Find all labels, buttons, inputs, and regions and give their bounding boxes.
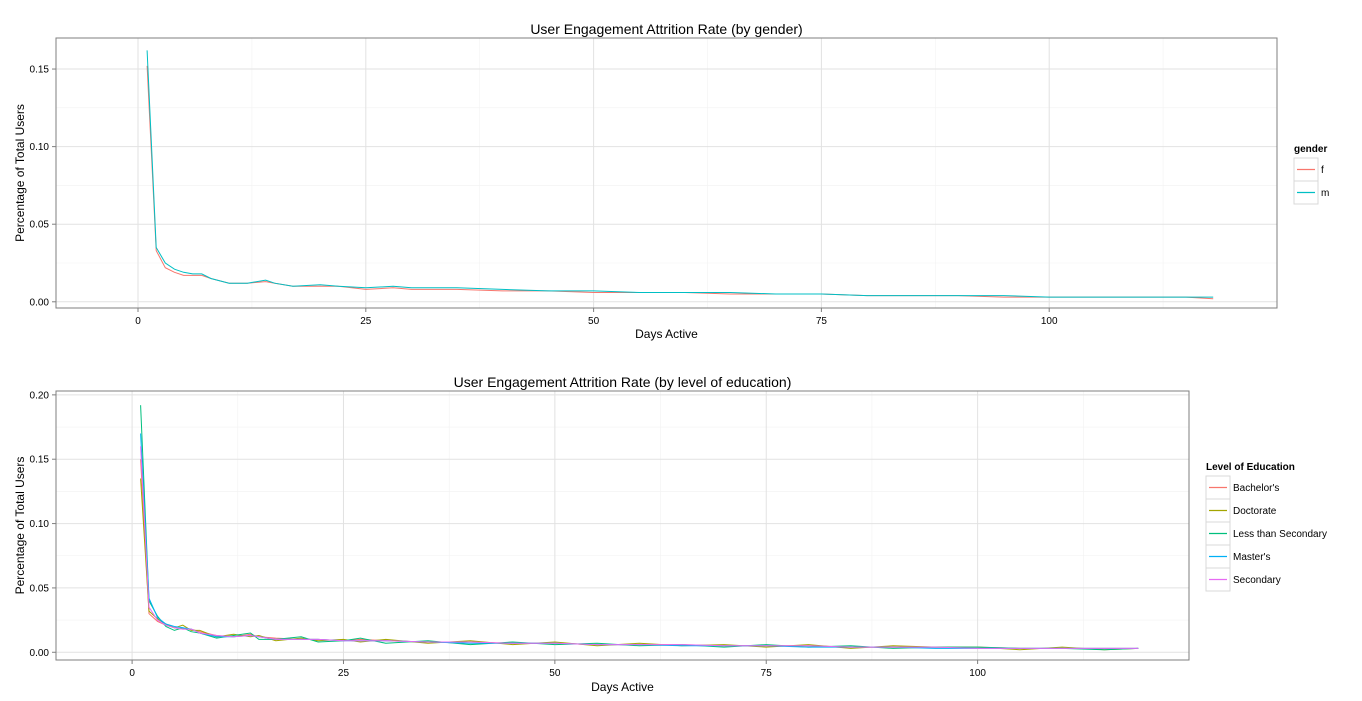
y-tick-label: 0.15 [30, 455, 50, 466]
plot-border [55, 390, 1190, 661]
x-tick-label: 50 [588, 316, 600, 327]
legend-label: Secondary [1233, 575, 1281, 586]
x-tick-label: 100 [1041, 316, 1058, 327]
x-tick-label: 0 [135, 316, 141, 327]
y-axis-title: Percentage of Total Users [13, 457, 27, 595]
legend-title: Level of Education [1206, 462, 1295, 473]
y-tick-label: 0.05 [30, 220, 50, 231]
chart-title: User Engagement Attrition Rate (by level… [454, 374, 792, 390]
legend-label: Bachelor's [1233, 483, 1279, 494]
x-tick-label: 25 [338, 668, 350, 679]
series-line-2 [146, 50, 1214, 298]
series-line-5 [140, 446, 1139, 649]
legend-title: gender [1294, 144, 1327, 155]
x-axis-title: Days Active [635, 327, 698, 341]
x-tick-label: 0 [129, 668, 135, 679]
plot-background [56, 38, 1277, 308]
x-tick-label: 25 [360, 316, 372, 327]
legend-label: f [1321, 165, 1324, 176]
chart-panel-1: 0 25 50 75 100 0.00 0.05 0.10 0.15 User Engagemen… [13, 21, 1329, 341]
chart-panel-2: 0 25 50 75 100 0.00 0.05 0.10 0.15 0.20 User Engag… [13, 374, 1327, 694]
plot-background [56, 391, 1189, 660]
legend-label: m [1321, 188, 1329, 199]
y-tick-label: 0.10 [30, 519, 50, 530]
y-tick-label: 0.00 [30, 297, 50, 308]
y-tick-label: 0.10 [30, 142, 50, 153]
y-tick-label: 0.00 [30, 648, 50, 659]
series-line-3 [140, 405, 1139, 651]
y-tick-label: 0.15 [30, 65, 50, 76]
x-axis-title: Days Active [591, 680, 654, 694]
y-axis-title: Percentage of Total Users [13, 104, 27, 242]
x-tick-label: 75 [816, 316, 828, 327]
x-tick-label: 100 [969, 668, 986, 679]
legend-label: Less than Secondary [1233, 529, 1327, 540]
legend-label: Doctorate [1233, 506, 1277, 517]
x-tick-label: 75 [761, 668, 773, 679]
y-tick-label: 0.05 [30, 583, 50, 594]
legend-label: Master's [1233, 552, 1270, 563]
x-tick-label: 50 [549, 668, 561, 679]
chart-title: User Engagement Attrition Rate (by gende… [530, 21, 802, 37]
plot-border [55, 37, 1278, 309]
y-tick-label: 0.20 [30, 390, 50, 401]
